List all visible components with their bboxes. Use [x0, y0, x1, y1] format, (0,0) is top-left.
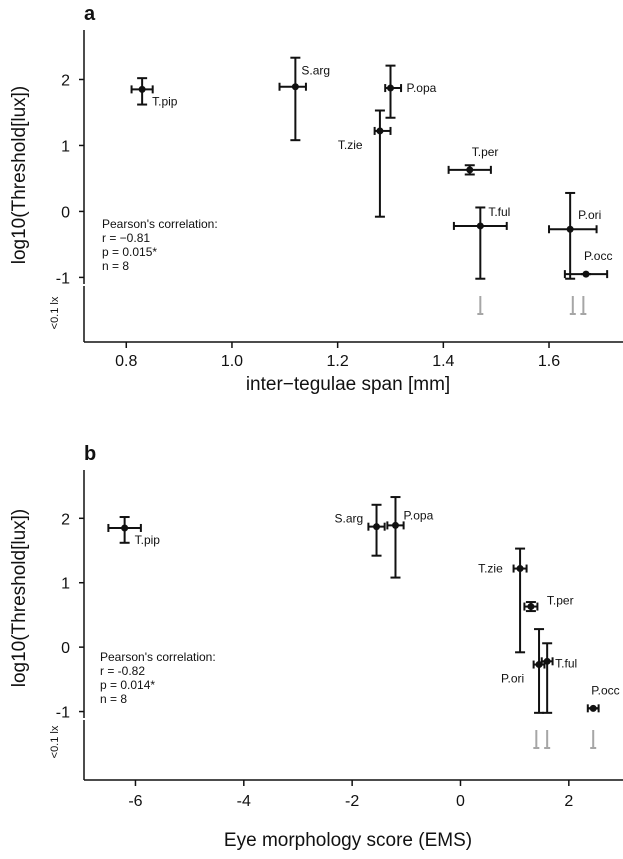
panel-a-point-s-arg: S.arg [278, 56, 330, 142]
point-label: T.pip [152, 94, 178, 108]
data-point [476, 222, 484, 230]
panel-a-point-t-per: T.per [447, 145, 499, 176]
data-point [138, 85, 146, 93]
data-point [121, 524, 129, 532]
point-label: T.pip [135, 533, 161, 547]
point-label: T.ful [555, 656, 577, 670]
data-point [376, 127, 384, 135]
data-point [373, 523, 381, 531]
panel-a-annotation-p: p = 0.015* [102, 245, 157, 259]
point-label: T.per [547, 594, 574, 608]
panel-letter-b: b [84, 443, 96, 465]
panel-a-lux-label: <0.1 lx [49, 296, 61, 329]
panel-b-y-tick-label: 2 [61, 511, 70, 528]
point-label: T.zie [338, 138, 363, 152]
panel-b-x-tick-label: -2 [345, 793, 359, 810]
panel-b-y-tick-label: -1 [56, 705, 70, 722]
point-label: T.ful [488, 205, 510, 219]
panel-a-y-tick-label: 2 [61, 72, 70, 89]
point-label: S.arg [335, 512, 364, 526]
panel-b-point-t-zie: T.zie [478, 547, 528, 654]
point-label: P.opa [406, 81, 436, 95]
panel-a-lux-marker [477, 296, 484, 315]
panel-b-annotation-title: Pearson's correlation: [100, 650, 216, 664]
panel-b-point-s-arg: S.arg [335, 503, 386, 557]
panel-b-lux-marker [533, 730, 540, 749]
point-label: T.per [472, 145, 499, 159]
panel-b-point-t-ful: T.ful [540, 642, 577, 714]
data-point [386, 84, 394, 92]
panel-a-annotation-n: n = 8 [102, 259, 129, 273]
panel-b-annotation-n: n = 8 [100, 692, 127, 706]
panel-b-lux-label: <0.1 lx [49, 725, 61, 758]
data-point [543, 657, 551, 665]
panel-a-x-tick-label: 1.4 [432, 353, 454, 370]
panel-b-y-tick-label: 0 [61, 640, 70, 657]
panel-b-point-p-opa: P.opa [386, 496, 434, 579]
panel-a-y-axis-label: log10(Threshold[lux]) [9, 86, 30, 264]
panel-b-data: -1 0 1 2 -6 -4 -2 0 2 T.pip S.arg P.opa T.zie T.per P.… [56, 470, 623, 810]
point-label: P.ori [501, 672, 524, 686]
point-label: P.opa [403, 508, 433, 522]
panel-a-x-tick-label: 0.8 [115, 353, 137, 370]
panel-b-x-tick-label: -6 [128, 793, 142, 810]
panel-b-lux-marker [590, 730, 597, 749]
panel-b-point-t-pip: T.pip [107, 516, 161, 547]
panel-a-annotation-title: Pearson's correlation: [102, 217, 218, 231]
panel-b-x-tick-label: 2 [564, 793, 573, 810]
point-label: T.zie [478, 562, 503, 576]
panel-a-x-tick-label: 1.2 [327, 353, 349, 370]
panel-a-data: -1 0 1 2 0.8 1.0 1.2 1.4 1.6 T.pip S.arg P.opa T.zie… [56, 30, 623, 370]
panel-a-point-t-zie: T.zie [338, 109, 392, 218]
data-point [527, 603, 535, 611]
data-point [391, 521, 399, 529]
panel-a-y-tick-label: -1 [56, 270, 70, 287]
panel-a-y-tick-label: 1 [61, 138, 70, 155]
data-point [516, 565, 524, 573]
panel-a-point-p-occ: P.occ [563, 249, 612, 279]
panel-a: a -1 0 1 2 0.8 1.0 1.2 1.4 1.6 T.pip S.arg P.opa T.z… [9, 3, 623, 395]
panel-b-annotation-p: p = 0.014* [100, 678, 155, 692]
panel-letter-a: a [84, 3, 96, 25]
data-point [582, 270, 590, 278]
panel-a-lux-marker [580, 296, 587, 315]
panel-a-point-p-opa: P.opa [384, 64, 437, 119]
panel-a-x-tick-label: 1.0 [221, 353, 243, 370]
panel-b-point-t-per: T.per [523, 594, 574, 613]
panel-b-x-tick-label: -4 [237, 793, 251, 810]
panel-b-y-axis-label: log10(Threshold[lux]) [9, 509, 30, 687]
point-label: P.ori [578, 208, 601, 222]
panel-b-annotation-r: r = -0.82 [100, 664, 145, 678]
panel-a-x-tick-label: 1.6 [538, 353, 560, 370]
point-label: P.occ [584, 249, 612, 263]
panel-b-point-p-occ: P.occ [586, 683, 620, 713]
data-point [291, 83, 299, 91]
panel-b-x-tick-label: 0 [456, 793, 465, 810]
panel-b-x-axis-label: Eye morphology score (EMS) [224, 830, 472, 851]
panel-a-annotation-r: r = −0.81 [102, 231, 150, 245]
panel-b-point-p-ori: P.ori [501, 628, 546, 714]
data-point [589, 704, 597, 712]
data-point [466, 166, 474, 174]
point-label: P.occ [591, 683, 619, 697]
panel-a-point-t-ful: T.ful [452, 205, 510, 280]
panel-a-lux-marker [569, 296, 576, 315]
panel-a-y-tick-label: 0 [61, 204, 70, 221]
data-point [566, 225, 574, 233]
point-label: S.arg [301, 64, 330, 78]
panel-a-point-p-ori: P.ori [548, 191, 601, 280]
panel-b-y-tick-label: 1 [61, 576, 70, 593]
panel-a-x-axis-label: inter−tegulae span [mm] [246, 374, 450, 395]
panel-b-lux-marker [544, 730, 551, 749]
panel-b: b -1 0 1 2 -6 -4 -2 0 2 T.pip S.arg P.opa T.zie T.per… [9, 443, 623, 851]
panel-a-point-t-pip: T.pip [130, 77, 178, 108]
